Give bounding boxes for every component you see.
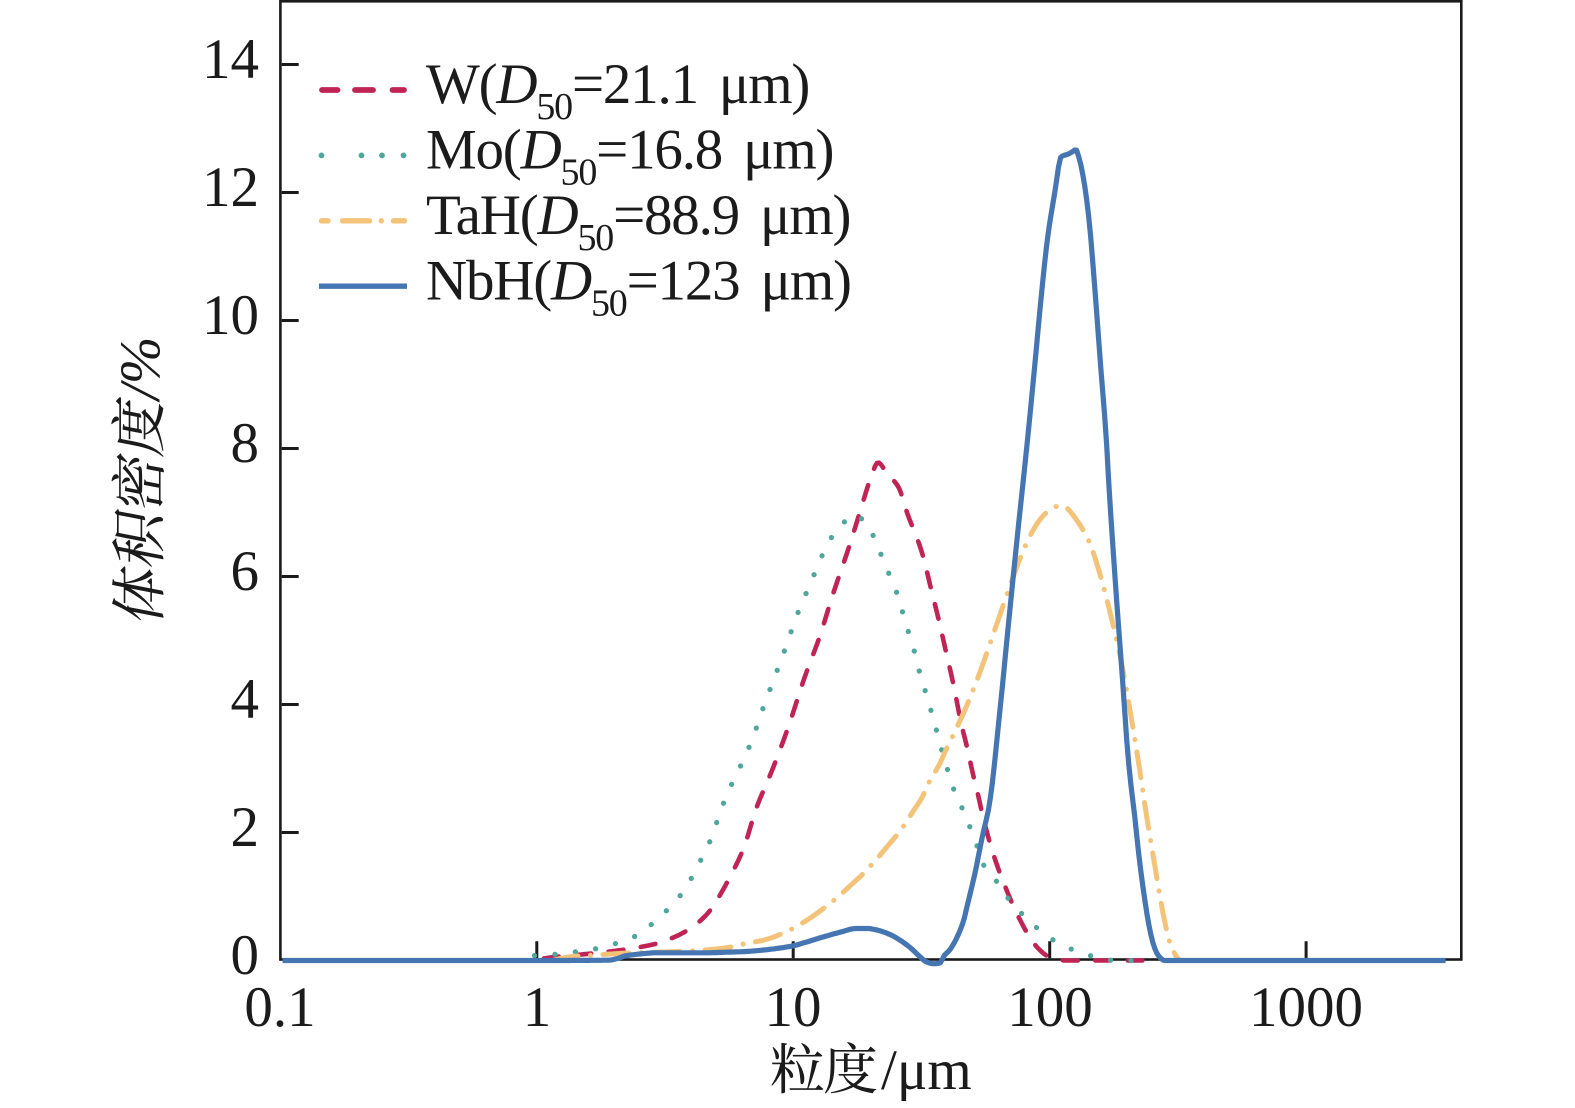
svg-text:4: 4 (231, 668, 260, 731)
svg-text:10: 10 (765, 976, 822, 1039)
svg-text:2: 2 (231, 796, 260, 859)
svg-text:10: 10 (202, 284, 259, 347)
svg-text:6: 6 (231, 540, 260, 603)
svg-text:12: 12 (202, 156, 259, 219)
svg-text:0: 0 (231, 924, 260, 987)
svg-text:8: 8 (231, 412, 260, 475)
svg-text:14: 14 (202, 28, 259, 91)
svg-text:/μm: /μm (881, 1039, 972, 1102)
svg-text:100: 100 (1007, 976, 1093, 1039)
svg-text:TaH(D50=88.9μm): TaH(D50=88.9 μm) (426, 184, 850, 259)
svg-text:W(D50=21.1μm): W(D50=21.1 μm) (426, 53, 809, 128)
svg-text:Mo(D50=16.8μm): Mo(D50=16.8 μm) (426, 119, 833, 194)
svg-text:/%: /% (109, 337, 172, 403)
svg-text:0.1: 0.1 (244, 976, 315, 1039)
svg-text:1: 1 (523, 976, 552, 1039)
svg-text:1000: 1000 (1249, 976, 1363, 1039)
